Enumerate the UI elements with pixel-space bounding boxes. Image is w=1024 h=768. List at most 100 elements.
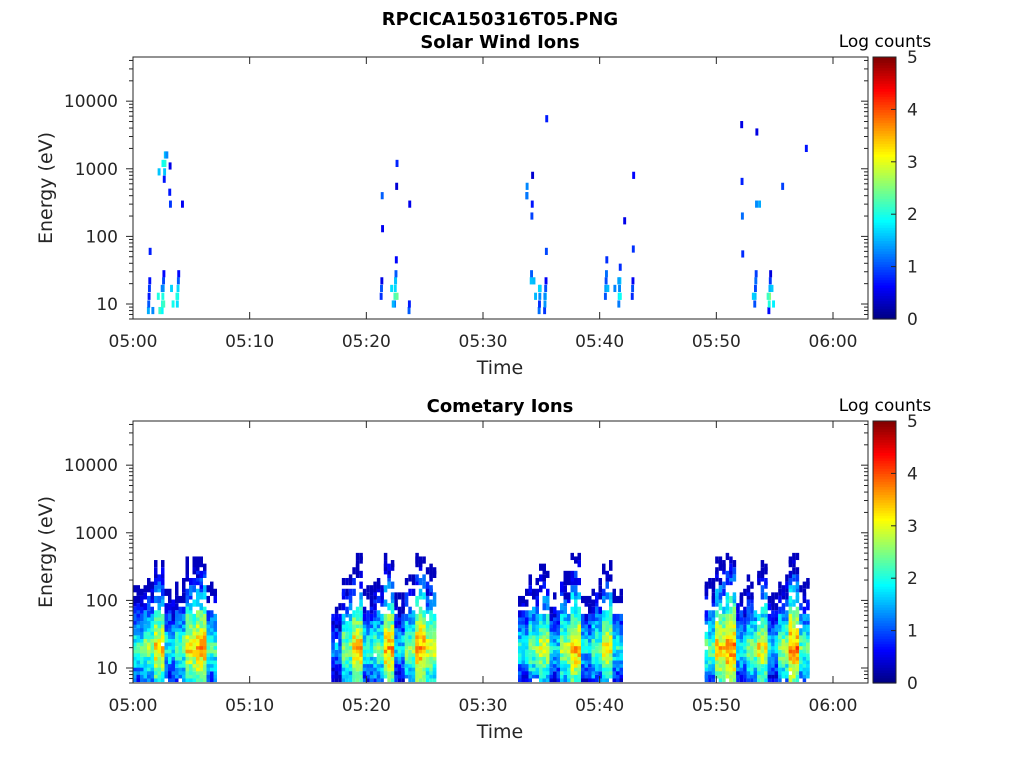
- data-cell: [203, 592, 207, 600]
- data-cell: [711, 635, 716, 643]
- data-cell: [546, 603, 550, 611]
- data-cell: [603, 292, 607, 300]
- y-tick-label: 10000: [64, 456, 118, 476]
- colorbar-segment: [873, 190, 896, 194]
- data-cell: [740, 177, 744, 186]
- data-cell: [133, 628, 137, 636]
- colorbar-segment: [873, 656, 896, 661]
- data-cell: [136, 585, 140, 593]
- colorbar-segment: [873, 441, 896, 446]
- colorbar-frame: [872, 420, 897, 684]
- data-cell: [203, 606, 207, 614]
- data-cell: [746, 606, 751, 614]
- data-cell: [619, 595, 623, 604]
- colorbar-segment: [873, 253, 896, 257]
- data-cell: [143, 585, 147, 593]
- data-cell: [545, 115, 549, 123]
- data-cell: [729, 621, 733, 629]
- spectrogram-cells: [146, 115, 808, 315]
- data-cell: [609, 599, 613, 607]
- colorbar-tick-label: 0: [907, 674, 918, 694]
- data-cell: [395, 159, 399, 168]
- colorbar-segment: [873, 127, 896, 131]
- colorbar-segment: [873, 114, 896, 118]
- data-cell: [168, 162, 172, 170]
- data-cell: [595, 646, 599, 654]
- colorbar-segment: [873, 523, 896, 527]
- data-cell: [171, 300, 175, 308]
- colorbar-segment: [873, 300, 896, 304]
- data-cell: [192, 613, 196, 622]
- x-tick-label: 06:00: [809, 696, 858, 716]
- data-cell: [760, 560, 765, 568]
- data-cell: [154, 595, 158, 604]
- colorbar-segment: [873, 496, 896, 501]
- colorbar-segment: [873, 119, 896, 124]
- data-cell: [741, 250, 745, 258]
- data-cell: [185, 595, 189, 604]
- data-cell: [584, 595, 588, 604]
- data-cell: [563, 585, 567, 593]
- data-cell: [411, 631, 416, 639]
- data-cell: [574, 556, 578, 564]
- data-cell: [785, 610, 789, 618]
- data-cell: [806, 577, 810, 586]
- colorbar-segment: [873, 662, 896, 666]
- colorbar-segment: [873, 465, 896, 469]
- data-cell: [609, 592, 613, 600]
- data-cell: [379, 292, 383, 300]
- data-cell: [739, 660, 744, 668]
- data-cell: [788, 577, 793, 586]
- data-cell: [725, 577, 730, 586]
- data-cell: [570, 585, 574, 593]
- data-cell: [408, 574, 412, 582]
- data-cell: [553, 671, 557, 679]
- data-cell: [535, 606, 539, 614]
- data-cell: [352, 567, 356, 575]
- data-cell: [630, 292, 634, 300]
- data-cell: [595, 674, 599, 683]
- data-cell: [725, 592, 730, 600]
- data-cell: [397, 664, 402, 672]
- data-cell: [192, 556, 196, 564]
- colorbar-segment: [873, 486, 896, 490]
- data-cell: [359, 552, 363, 561]
- x-axis-label: Time: [476, 357, 524, 379]
- colorbar-segment: [873, 638, 896, 642]
- data-cell: [743, 606, 747, 614]
- data-cell: [422, 592, 426, 600]
- panel-title: Cometary Ions: [427, 396, 574, 417]
- data-cell: [383, 585, 388, 593]
- data-cell: [591, 649, 595, 657]
- data-cell: [162, 175, 166, 183]
- data-cell: [383, 664, 388, 672]
- data-cell: [168, 200, 172, 208]
- data-cell: [577, 624, 581, 632]
- data-cell: [617, 277, 621, 285]
- data-cell: [422, 656, 426, 665]
- data-cell: [162, 270, 166, 278]
- data-cell: [387, 631, 391, 639]
- data-cell: [567, 613, 571, 622]
- data-cell: [567, 592, 571, 600]
- data-cell: [429, 631, 433, 639]
- data-cell: [355, 671, 360, 679]
- colorbar-segment: [873, 593, 896, 598]
- data-cell: [422, 581, 426, 589]
- colorbar-segment: [873, 512, 896, 516]
- data-cell: [750, 613, 754, 622]
- data-cell: [544, 277, 548, 285]
- data-cell: [411, 588, 416, 596]
- data-cell: [178, 595, 182, 604]
- colorbar-segment: [873, 648, 896, 653]
- data-cell: [781, 585, 786, 593]
- data-cell: [401, 667, 405, 675]
- colorbar-segment: [873, 258, 896, 262]
- data-cell: [792, 610, 796, 618]
- colorbar-segment: [873, 460, 896, 464]
- colorbar-segment: [873, 457, 896, 461]
- data-cell: [192, 599, 196, 607]
- data-cell: [366, 610, 370, 618]
- spectrogram-cells: [133, 552, 810, 683]
- data-cell: [157, 656, 161, 665]
